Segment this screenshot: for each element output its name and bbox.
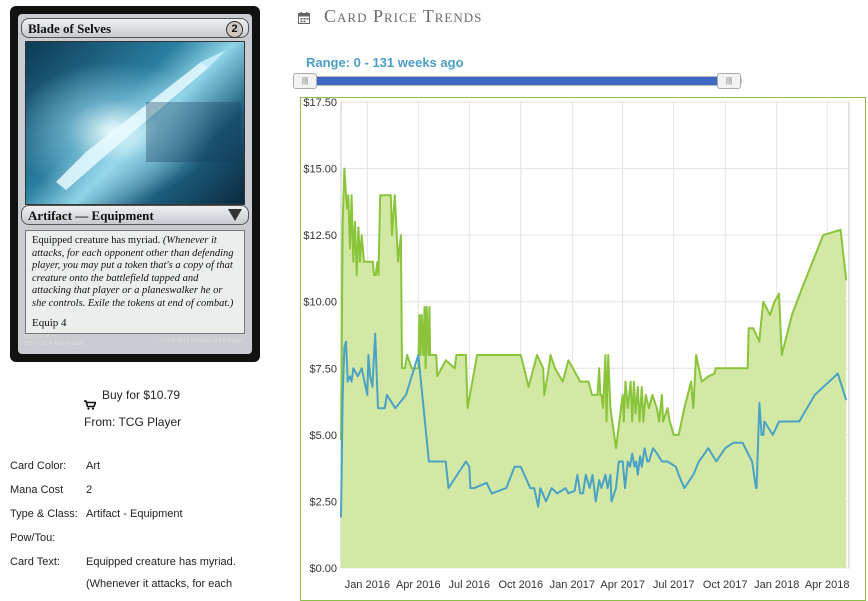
collector-line-2: C15 • EN ✒ Alan Pollack	[24, 341, 85, 347]
series-area-0	[341, 168, 847, 568]
attr-value: Artifact - Equipment	[86, 508, 183, 520]
y-tick-label: $15.00	[303, 164, 337, 176]
set-symbol-icon	[228, 209, 242, 221]
attr-label: Card Color:	[10, 460, 67, 472]
attr-value: Equipped creature has myriad.	[86, 556, 236, 568]
card-image: Blade of Selves 2 Artifact — Equipment E…	[10, 6, 260, 362]
buy-price-link[interactable]: Buy for $10.79	[102, 388, 181, 402]
attr-value: Art	[86, 460, 101, 472]
shopping-cart-icon[interactable]	[84, 400, 97, 413]
x-tick-label: Apr 2016	[396, 579, 441, 591]
y-tick-label: $10.00	[303, 297, 337, 309]
card-title-bar: Blade of Selves 2	[21, 18, 249, 38]
price-chart: $0.00 $2.50 $5.00 $7.50 $10.00 $12.50 $15.00 $1…	[300, 97, 866, 601]
x-tick-label: Oct 2017	[703, 579, 748, 591]
buy-vendor: From: TCG Player	[84, 415, 182, 429]
x-tick-label: Jul 2016	[448, 579, 490, 591]
attr-label: Card Text:	[10, 556, 60, 568]
price-chart-svg: $0.00 $2.50 $5.00 $7.50 $10.00 $12.50 $15.00 $1…	[303, 98, 850, 591]
card-equip-text: Equip 4	[32, 317, 67, 330]
x-tick-label: Jan 2018	[754, 579, 799, 591]
calendar-icon	[298, 11, 310, 24]
attr-value: 2	[86, 484, 93, 496]
attr-label: Type & Class:	[10, 508, 78, 520]
card-frame: Blade of Selves 2 Artifact — Equipment E…	[18, 14, 252, 354]
card-type-bar: Artifact — Equipment	[21, 205, 249, 225]
card-copyright: ™ & © 2015 Wizards of the Coast	[159, 338, 242, 344]
card-name: Blade of Selves	[28, 21, 112, 36]
x-tick-label: Apr 2018	[805, 579, 850, 591]
card-reminder-text: (Whenever it attacks, for each opponent …	[32, 235, 234, 309]
series-line-1	[340, 332, 848, 518]
y-tick-label: $2.50	[309, 496, 337, 508]
page-title: Card Price Trends	[324, 6, 483, 26]
collector-line-1: 051/342 R	[24, 334, 50, 340]
series-line-0	[340, 167, 848, 450]
x-tick-label: Jan 2017	[550, 579, 595, 591]
range-slider-fill	[307, 77, 731, 85]
range-slider-handle-right[interactable]: |||	[717, 73, 741, 89]
y-tick-label: $0.00	[309, 563, 337, 575]
attr-label: Pow/Tou:	[10, 532, 56, 544]
x-tick-label: Apr 2017	[600, 579, 645, 591]
card-text-box: Equipped creature has myriad. (Whenever …	[25, 230, 245, 334]
y-tick-label: $7.50	[309, 363, 337, 375]
x-tick-label: Jan 2016	[345, 579, 390, 591]
mana-symbol: 2	[226, 21, 243, 38]
y-tick-label: $17.50	[303, 98, 337, 109]
card-rules-text: Equipped creature has myriad.	[32, 235, 161, 246]
y-tick-label: $12.50	[303, 230, 337, 242]
x-tick-label: Oct 2016	[498, 579, 543, 591]
range-slider[interactable]: ||| |||	[293, 73, 742, 89]
card-art	[25, 41, 245, 205]
range-label: Range: 0 - 131 weeks ago	[306, 55, 464, 70]
attr-value: (Whenever it attacks, for each	[86, 578, 233, 590]
range-slider-handle-left[interactable]: |||	[293, 73, 317, 89]
y-tick-label: $5.00	[309, 430, 337, 442]
card-collector-info: 051/342 R C15 • EN ✒ Alan Pollack	[24, 334, 84, 348]
attr-label: Mana Cost	[10, 484, 64, 496]
x-tick-label: Jul 2017	[653, 579, 695, 591]
card-type-line: Artifact — Equipment	[28, 208, 154, 223]
sword-illustration	[56, 50, 241, 190]
